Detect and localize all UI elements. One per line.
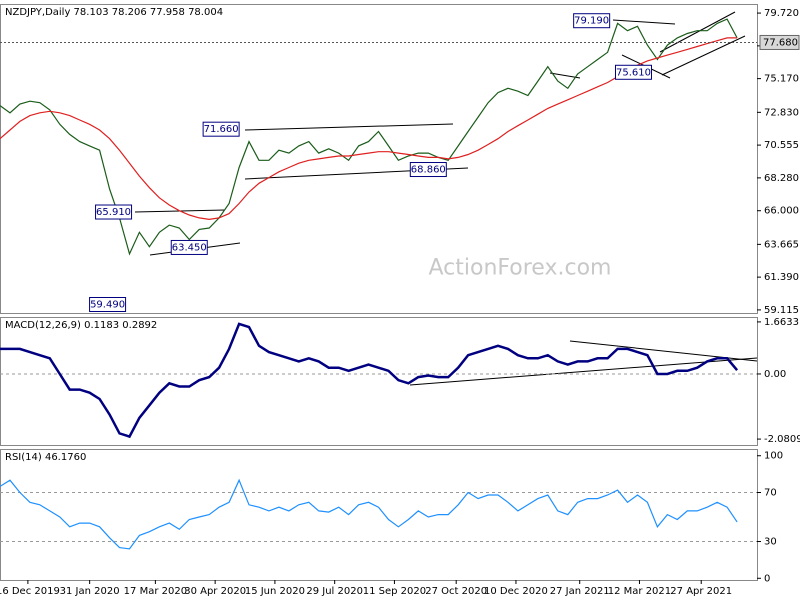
annotation-box	[202, 121, 240, 137]
series-line	[0, 37, 738, 221]
y-tick-label: 63.665	[764, 239, 799, 250]
x-tick-label: 12 Mar 2021	[608, 586, 671, 597]
annotation-box	[614, 64, 652, 80]
x-tick-label: 17 Mar 2020	[124, 586, 187, 597]
y-tick-label: 72.830	[764, 107, 799, 118]
x-tick-label: 30 Apr 2020	[184, 586, 246, 597]
y-tick-label: 0	[764, 573, 770, 584]
trendline	[661, 35, 746, 76]
y-tick-label: 70.555	[764, 140, 799, 151]
macd-panel	[0, 317, 758, 446]
y-tick-label: 30	[764, 537, 777, 548]
x-tick-label: 11 Sep 2020	[363, 586, 426, 597]
y-tick-label: 1.6633	[764, 317, 799, 328]
current-label: 77.680	[763, 37, 798, 48]
trendline	[612, 19, 676, 25]
price-panel	[0, 4, 758, 314]
annotation-label: 65.910	[96, 207, 131, 218]
x-tick-label: 27 Jan 2021	[550, 586, 610, 597]
annotation-box	[573, 13, 611, 29]
annotation-label: 75.610	[616, 67, 651, 78]
series-line	[0, 478, 738, 550]
y-tick-label: 66.000	[764, 206, 799, 217]
panel-title: MACD(12,26,9) 0.1183 0.2892	[5, 320, 157, 331]
y-tick-label: 0.00	[764, 369, 786, 380]
series-line	[0, 322, 739, 439]
annotation-box	[89, 297, 127, 313]
y-tick-label: 100	[764, 451, 783, 462]
x-tick-label: 27 Apr 2021	[670, 586, 732, 597]
y-tick-label: 70	[764, 488, 777, 499]
annotation-label: 59.490	[90, 300, 125, 311]
watermark: ActionForex.com	[429, 256, 612, 281]
x-tick-label: 27 Oct 2020	[425, 586, 487, 597]
y-tick-label: 75.170	[764, 74, 799, 85]
x-tick-label: 29 Jul 2020	[306, 586, 363, 597]
x-tick-label: 16 Dec 2019	[0, 586, 60, 597]
panel-title: RSI(14) 46.1760	[5, 452, 86, 463]
annotation-box	[170, 239, 208, 255]
panel-title: NZDJPY,Daily 78.103 78.206 77.958 78.004	[5, 7, 223, 18]
y-tick-label: 61.390	[764, 272, 799, 283]
current-box	[759, 34, 800, 50]
x-tick-label: 31 Jan 2020	[60, 586, 120, 597]
trendline	[244, 123, 454, 131]
x-tick-label: 10 Dec 2020	[484, 586, 548, 597]
annotation-label: 68.860	[411, 165, 446, 176]
y-tick-label: -2.0809	[764, 434, 800, 445]
rsi-panel	[0, 449, 758, 581]
y-tick-label: 68.280	[764, 173, 799, 184]
series-line	[0, 18, 738, 256]
annotation-label: 79.190	[574, 16, 609, 27]
annotation-label: 63.450	[172, 242, 207, 253]
x-tick-label: 15 Jun 2020	[245, 586, 305, 597]
annotation-label: 71.660	[204, 124, 239, 135]
y-tick-label: 79.720	[764, 8, 799, 19]
y-tick-label: 59.115	[764, 305, 799, 316]
annotation-box	[95, 204, 133, 220]
trendline	[409, 357, 758, 386]
trendlines	[134, 11, 758, 386]
annotation-box	[409, 162, 447, 178]
trendline	[659, 11, 736, 53]
